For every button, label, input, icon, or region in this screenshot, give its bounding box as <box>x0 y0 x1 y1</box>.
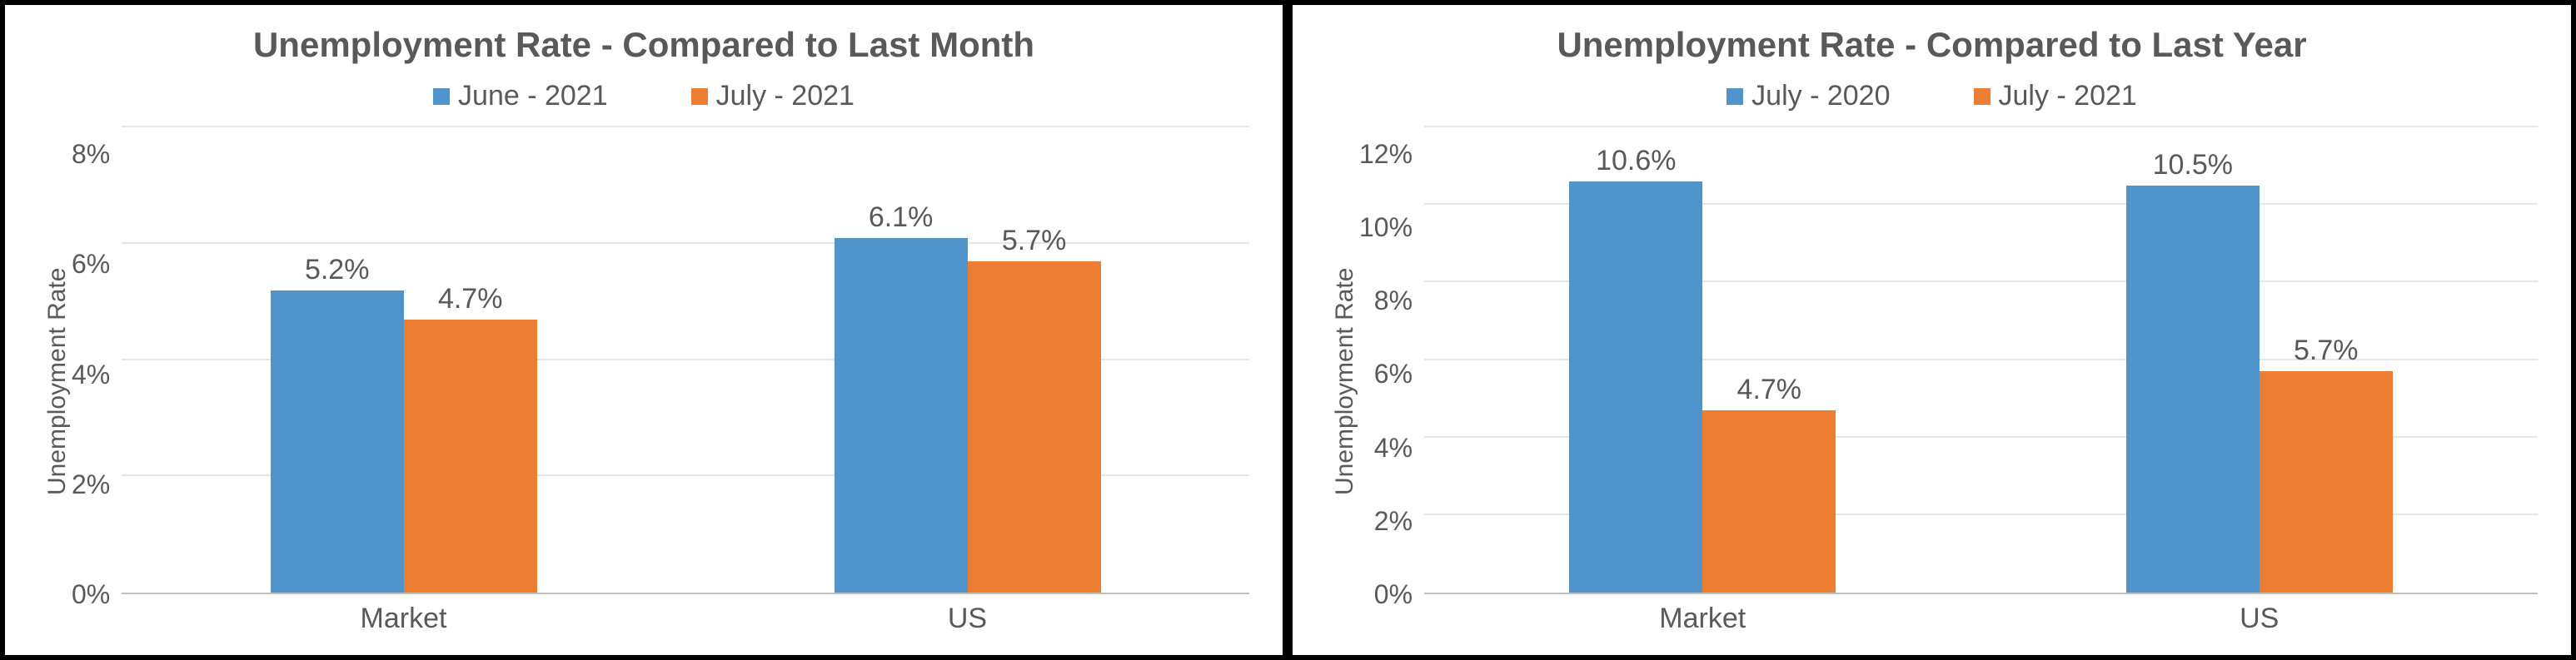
bar: 10.5% <box>2126 186 2260 593</box>
x-ticks: MarketUS <box>1359 594 2538 635</box>
y-tick-label: 8% <box>72 141 110 167</box>
chart-title: Unemployment Rate - Compared to Last Mon… <box>38 25 1249 65</box>
bar: 6.1% <box>835 238 968 593</box>
bar: 5.7% <box>968 261 1101 593</box>
legend: June - 2021 July - 2021 <box>38 80 1249 112</box>
legend-item: July - 2021 <box>691 80 855 112</box>
plot-wrap: Unemployment Rate 0%2%4%6%8% 5.2%4.7%6.1… <box>38 127 1249 635</box>
x-tick-label: Market <box>1424 603 1981 635</box>
chart-year-panel: Unemployment Rate - Compared to Last Yea… <box>1288 0 2576 660</box>
bar-group: 10.5%5.7% <box>1981 127 2538 593</box>
plot-area: 0%2%4%6%8% 5.2%4.7%6.1%5.7% <box>72 127 1249 594</box>
x-tick-label: Market <box>122 603 685 635</box>
legend-swatch-icon <box>1726 88 1743 105</box>
legend-label: July - 2020 <box>1751 80 1890 112</box>
y-tick-label: 8% <box>1374 287 1413 314</box>
y-ticks: 0%2%4%6%8%10%12% <box>1359 127 1424 594</box>
legend-swatch-icon <box>1974 88 1991 105</box>
y-tick-label: 0% <box>1374 581 1413 608</box>
bar-value-label: 5.2% <box>305 254 370 286</box>
chart-title: Unemployment Rate - Compared to Last Yea… <box>1326 25 2538 65</box>
legend-label: July - 2021 <box>1999 80 2137 112</box>
bar-value-label: 4.7% <box>438 283 503 315</box>
chart-grid: 5.2%4.7%6.1%5.7% <box>122 127 1249 594</box>
y-tick-label: 0% <box>72 581 110 608</box>
legend-label: July - 2021 <box>716 80 855 112</box>
y-tick-label: 6% <box>1374 360 1413 387</box>
x-tick-label: US <box>1981 603 2539 635</box>
bar-value-label: 4.7% <box>1737 374 1802 406</box>
bar-value-label: 5.7% <box>2294 335 2359 367</box>
legend-item: June - 2021 <box>433 80 608 112</box>
bar: 5.2% <box>271 290 404 593</box>
chart-month-panel: Unemployment Rate - Compared to Last Mon… <box>0 0 1288 660</box>
legend: July - 2020 July - 2021 <box>1326 80 2538 112</box>
bar: 10.6% <box>1569 181 1702 593</box>
y-ticks: 0%2%4%6%8% <box>72 127 122 594</box>
bar: 5.7% <box>2260 371 2393 593</box>
y-tick-label: 6% <box>72 251 110 277</box>
bar-group: 5.2%4.7% <box>122 127 685 593</box>
y-tick-label: 2% <box>1374 508 1413 534</box>
bar-value-label: 10.5% <box>2153 149 2233 181</box>
bar-group: 10.6%4.7% <box>1424 127 1981 593</box>
bar-value-label: 10.6% <box>1596 145 1676 177</box>
y-tick-label: 4% <box>1374 434 1413 461</box>
y-tick-label: 4% <box>72 361 110 388</box>
bar-group: 6.1%5.7% <box>685 127 1249 593</box>
x-labels: MarketUS <box>1424 603 2538 635</box>
plot-body: 0%2%4%6%8%10%12% 10.6%4.7%10.5%5.7% Mark… <box>1359 127 2538 635</box>
bar-groups: 10.6%4.7%10.5%5.7% <box>1424 127 2538 593</box>
x-tick-label: US <box>685 603 1249 635</box>
legend-item: July - 2021 <box>1974 80 2137 112</box>
legend-swatch-icon <box>433 88 450 105</box>
x-ticks: MarketUS <box>72 594 1249 635</box>
plot-wrap: Unemployment Rate 0% 2% 4% 6% 8% 10% 12% 10.6%… <box>1326 127 2538 635</box>
bar: 4.7% <box>404 320 537 593</box>
bar-groups: 5.2%4.7%6.1%5.7% <box>122 127 1249 593</box>
y-tick-label: 12% <box>1359 141 1413 167</box>
legend-label: June - 2021 <box>458 80 608 112</box>
bar-value-label: 6.1% <box>869 201 934 234</box>
y-axis-label: Unemployment Rate <box>38 127 72 635</box>
bar: 4.7% <box>1702 410 1836 593</box>
y-axis-label: Unemployment Rate <box>1326 127 1359 635</box>
plot-body: 0%2%4%6%8% 5.2%4.7%6.1%5.7% MarketUS <box>72 127 1249 635</box>
legend-swatch-icon <box>691 88 708 105</box>
legend-item: July - 2020 <box>1726 80 1890 112</box>
y-tick-label: 10% <box>1359 214 1413 241</box>
y-tick-label: 2% <box>72 471 110 498</box>
x-labels: MarketUS <box>122 603 1249 635</box>
bar-value-label: 5.7% <box>1002 225 1067 257</box>
chart-grid: 10.6%4.7%10.5%5.7% <box>1424 127 2538 594</box>
plot-area: 0%2%4%6%8%10%12% 10.6%4.7%10.5%5.7% <box>1359 127 2538 594</box>
